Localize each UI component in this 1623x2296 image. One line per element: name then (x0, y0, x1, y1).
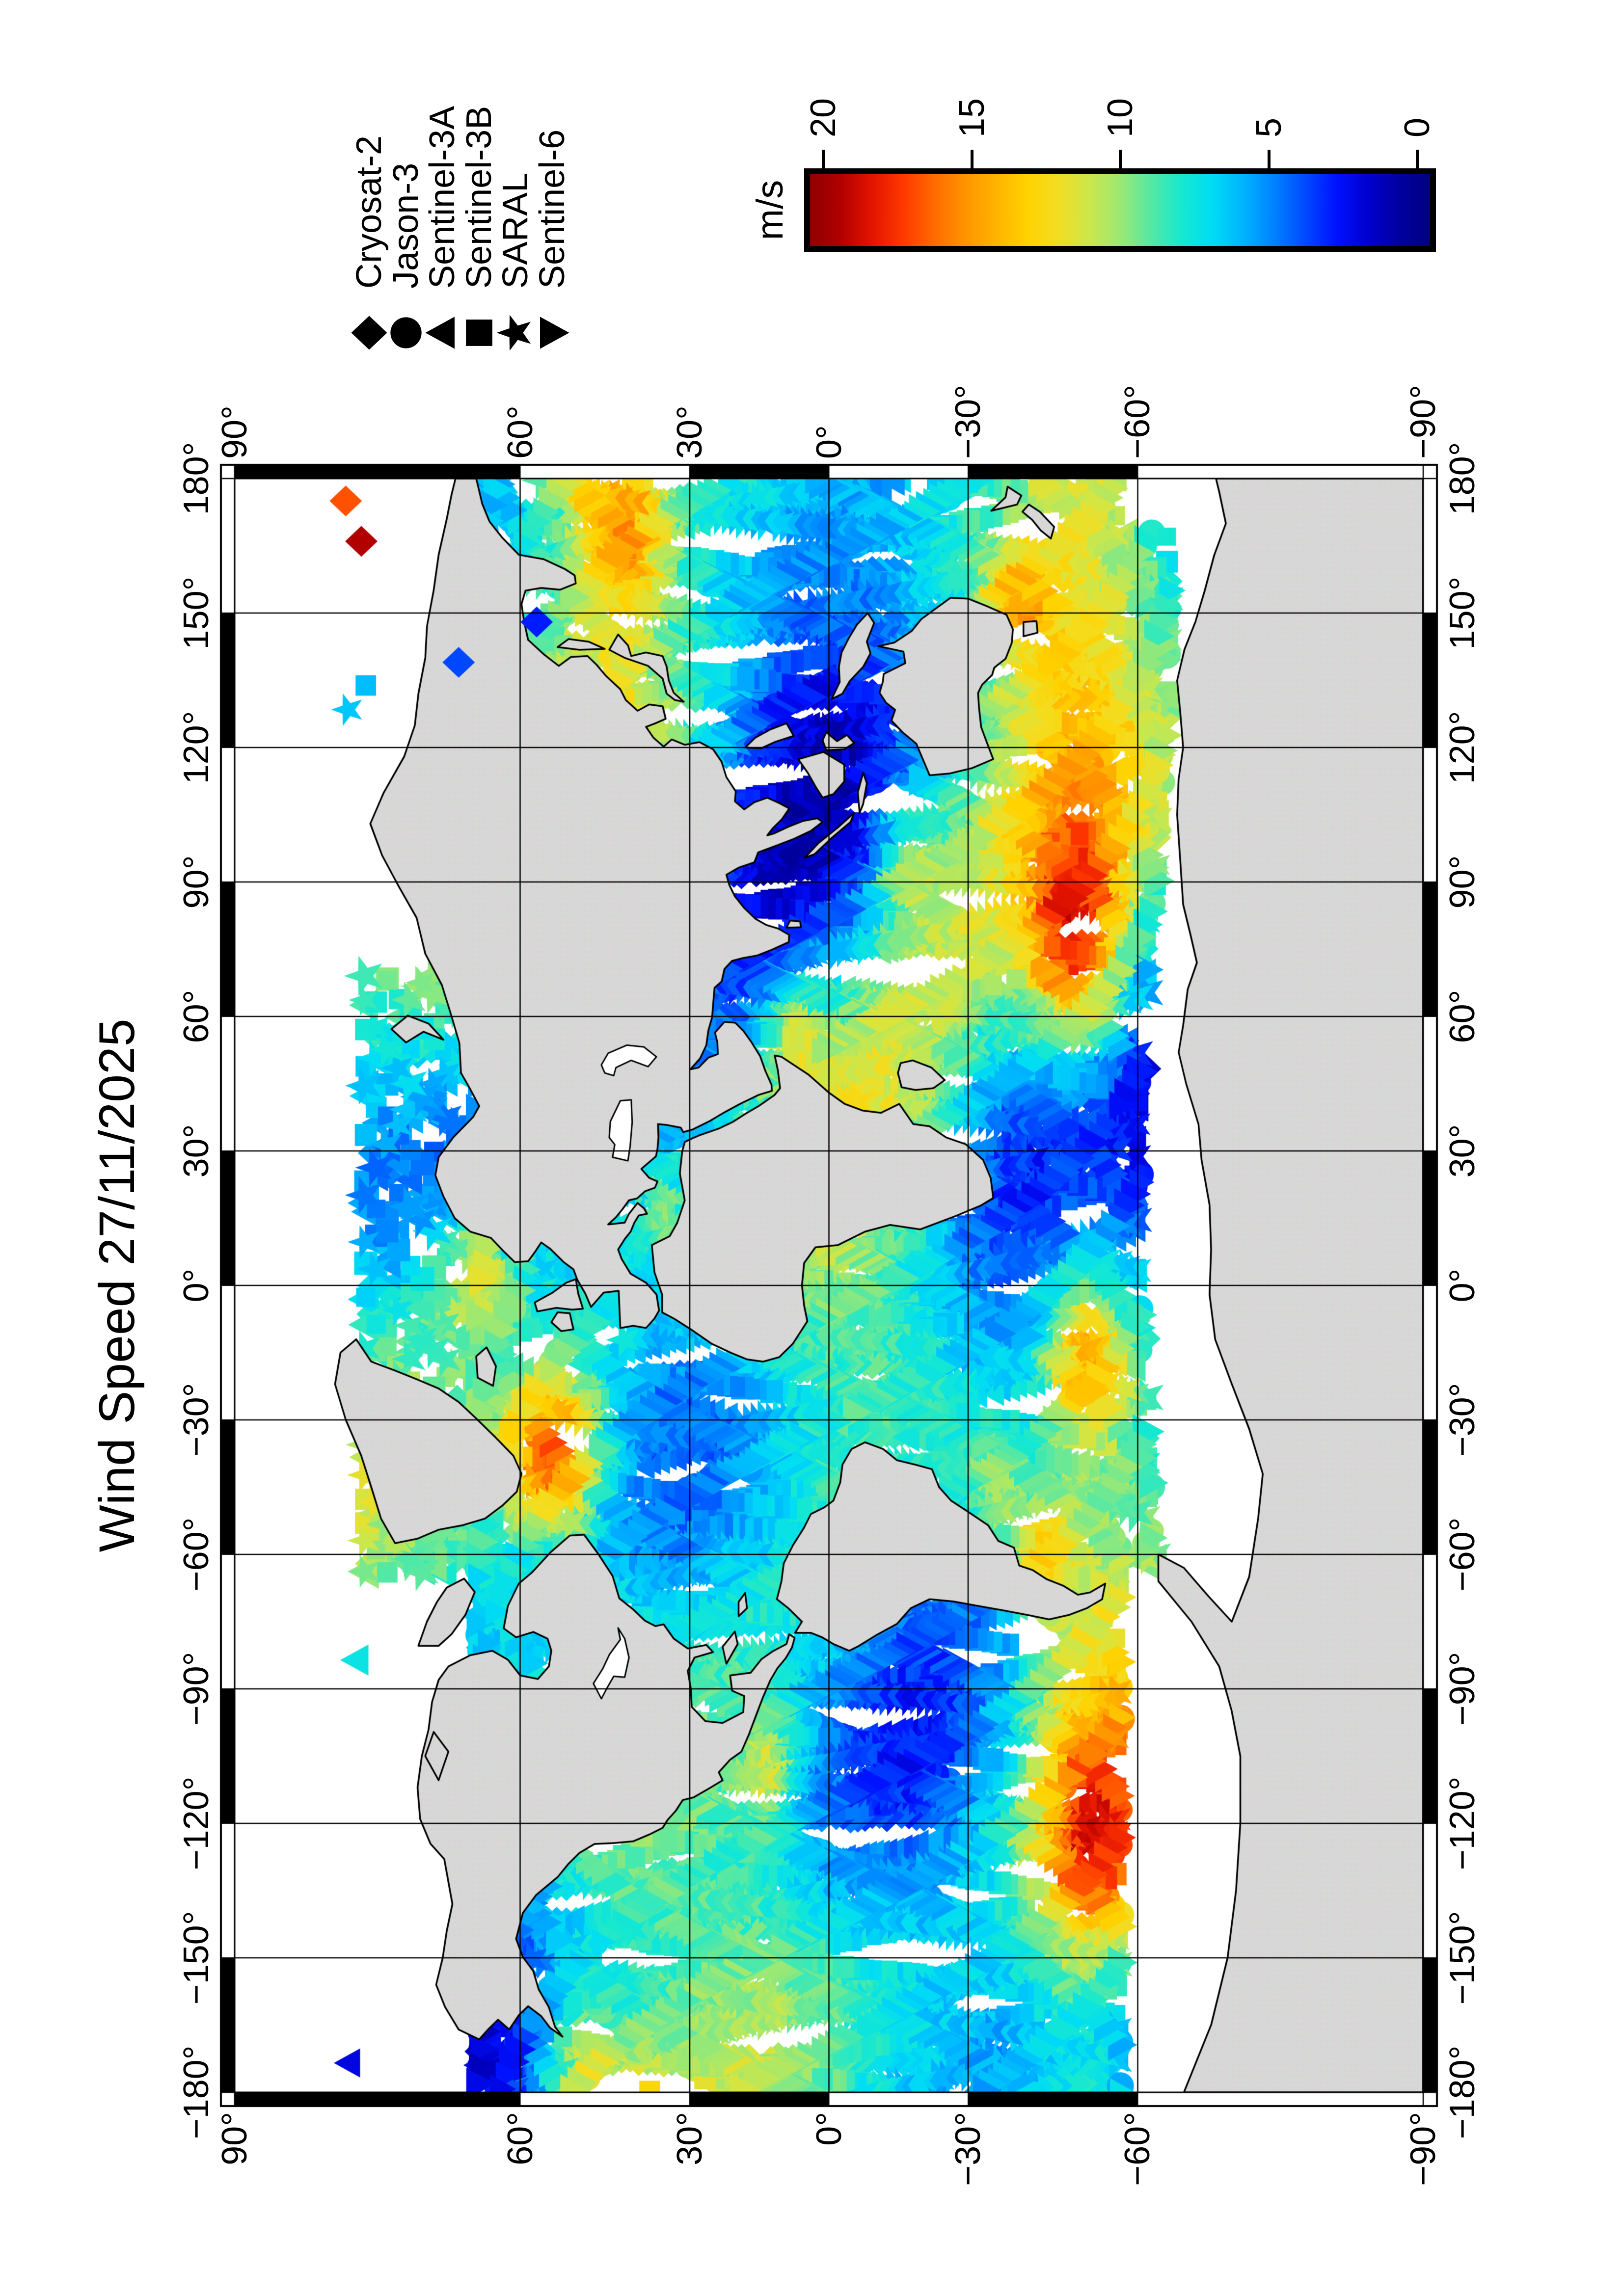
lat-label-left: 30° (670, 2112, 709, 2165)
legend-symbol (419, 309, 466, 356)
lat-label-right: −30° (948, 385, 988, 459)
lon-label-top: 180° (177, 442, 216, 515)
colorbar-tick-label: 20 (804, 98, 843, 137)
colorbar-tick (1267, 150, 1271, 168)
square-icon (465, 320, 492, 346)
lat-label-right: −90° (1403, 385, 1443, 459)
legend-symbol (346, 309, 393, 356)
legend-symbol (456, 309, 503, 356)
legend-symbol (529, 309, 576, 356)
lat-label-left: −60° (1118, 2112, 1158, 2186)
page-title: Wind Speed 27/11/2025 (89, 1018, 145, 1552)
colorbar-tick (1119, 150, 1122, 168)
lat-label-left: −30° (948, 2112, 988, 2186)
world-map-canvas (196, 441, 1458, 2129)
lat-label-right: −60° (1118, 385, 1158, 459)
triangle-up-icon (425, 317, 455, 349)
colorbar-tick-label: 0 (1398, 117, 1437, 137)
legend-symbol (492, 309, 539, 356)
colorbar-tick-label: 15 (952, 98, 992, 137)
colorbar-tick-label: 10 (1101, 98, 1140, 137)
lat-label-left: 90° (215, 2112, 255, 2165)
lat-label-right: 90° (215, 405, 255, 459)
colorbar-gradient (804, 168, 1436, 252)
colorbar-tick (1416, 150, 1419, 168)
colorbar-tick (822, 150, 825, 168)
colorbar-tick (970, 150, 974, 168)
lat-label-right: 30° (670, 405, 709, 459)
lat-label-left: 60° (500, 2112, 540, 2165)
lat-label-left: −90° (1403, 2112, 1443, 2186)
lon-label-bottom: 180° (1443, 442, 1482, 515)
legend-label: Sentinel-6 (532, 129, 572, 289)
star-icon (496, 315, 531, 351)
legend-symbol (382, 309, 430, 356)
colorbar-unit-label: m/s (749, 180, 791, 240)
triangle-down-icon (540, 317, 569, 349)
colorbar-tick-label: 5 (1249, 117, 1289, 137)
lat-label-right: 0° (809, 425, 849, 459)
circle-icon (390, 317, 422, 348)
lat-label-left: 0° (809, 2112, 849, 2146)
